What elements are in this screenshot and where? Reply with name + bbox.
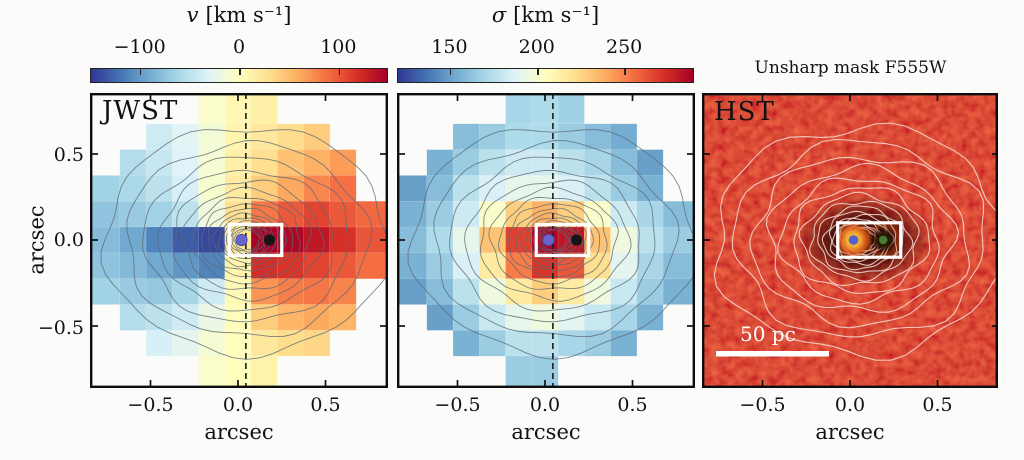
colorbar-tick-label: 0 bbox=[232, 36, 246, 58]
velocity-symbol: v bbox=[186, 3, 199, 27]
x-tick-label: 0.0 bbox=[222, 394, 254, 416]
colorbar-tickmark bbox=[449, 69, 452, 75]
colorbar-tickmark bbox=[239, 69, 241, 75]
x-axis-label-panel1: arcsec bbox=[204, 420, 274, 444]
jwst-label: JWST bbox=[102, 96, 179, 126]
sigma-colorbar-title: σ [km s⁻¹] bbox=[397, 3, 694, 27]
colorbar-tickmark bbox=[536, 69, 539, 75]
colorbar-tickmark bbox=[338, 69, 341, 75]
y-tick-neg05: −0.5 bbox=[37, 317, 84, 339]
colorbar-tick-label: 100 bbox=[320, 36, 357, 58]
y-tick-05: 0.5 bbox=[53, 144, 84, 166]
velocity-colorbar: v [km s⁻¹] −100 0 100 bbox=[90, 0, 388, 92]
velocity-colorbar-gradient bbox=[90, 68, 388, 83]
x-tick-label: 0.5 bbox=[922, 394, 953, 416]
hst-panel-title: Unsharp mask F555W bbox=[754, 58, 947, 78]
x-axis-label-panel3: arcsec bbox=[815, 420, 885, 444]
colorbar-tick-label: 200 bbox=[518, 36, 555, 58]
velocity-colorbar-tick-labels: −100 0 100 bbox=[90, 36, 388, 60]
jwst-velocity-map bbox=[90, 93, 388, 388]
x-tick-label: −0.5 bbox=[127, 394, 174, 416]
y-tick-00: 0.0 bbox=[53, 229, 84, 251]
x-tick-label: −0.5 bbox=[434, 394, 481, 416]
colorbar-tick-label: −100 bbox=[113, 36, 166, 58]
sigma-colorbar-tick-labels: 150 200 250 bbox=[397, 36, 694, 60]
colorbar-tick-label: 150 bbox=[431, 36, 468, 58]
colorbar-tick-label: 250 bbox=[605, 36, 643, 58]
x-tick-label: 0.5 bbox=[310, 394, 341, 416]
x-tick-label: 0.0 bbox=[529, 394, 561, 416]
x-ticks-panel2: −0.5 0.0 0.5 bbox=[397, 394, 695, 420]
colorbar-tickmark bbox=[139, 69, 142, 75]
scalebar-label: 50 pc bbox=[740, 322, 796, 346]
x-ticks-panel1: −0.5 0.0 0.5 bbox=[90, 394, 388, 420]
x-axis-label-panel2: arcsec bbox=[511, 420, 581, 444]
hst-unsharp-image bbox=[702, 93, 998, 388]
sigma-colorbar: σ [km s⁻¹] 150 200 250 bbox=[397, 0, 694, 92]
sigma-unit: [km s⁻¹] bbox=[513, 3, 600, 27]
x-tick-label: 0.5 bbox=[617, 394, 648, 416]
x-tick-label: 0.0 bbox=[834, 394, 866, 416]
jwst-sigma-map bbox=[397, 93, 695, 388]
velocity-unit: [km s⁻¹] bbox=[205, 3, 292, 27]
velocity-colorbar-title: v [km s⁻¹] bbox=[90, 3, 388, 27]
sigma-colorbar-gradient bbox=[397, 68, 694, 83]
x-ticks-panel3: −0.5 0.0 0.5 bbox=[702, 394, 998, 420]
x-tick-label: −0.5 bbox=[739, 394, 786, 416]
sigma-symbol: σ bbox=[491, 3, 507, 27]
colorbar-tickmark bbox=[624, 69, 626, 75]
hst-label: HST bbox=[714, 97, 775, 127]
